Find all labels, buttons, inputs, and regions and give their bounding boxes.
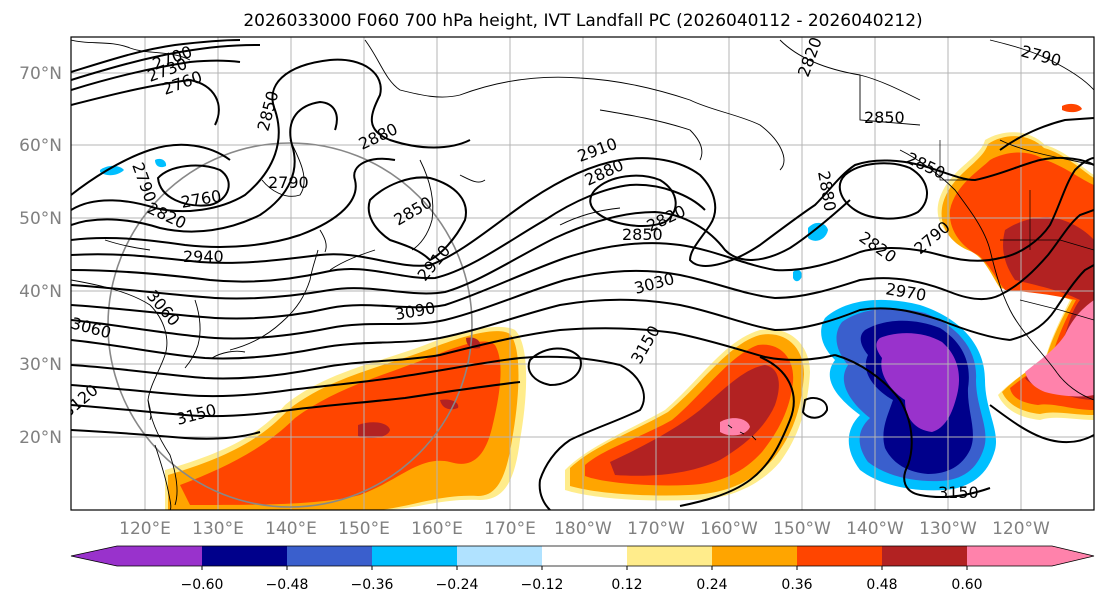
- colorbar-extend-left: [71, 546, 117, 566]
- lon-label: 130°W: [919, 519, 977, 539]
- colorbar-segment: [372, 546, 457, 566]
- lat-label: 70°N: [19, 64, 62, 84]
- colorbar-tick-label: 0.12: [611, 577, 642, 593]
- colorbar-segment: [712, 546, 797, 566]
- ivt-neg-small-b: [793, 269, 802, 282]
- colorbar-tick-label: −0.60: [181, 577, 224, 593]
- colorbar-segment: [967, 546, 1052, 566]
- colorbar-segment: [882, 546, 967, 566]
- ivt-plume-west-darkred-b: [440, 399, 459, 410]
- colorbar-segment: [542, 546, 627, 566]
- map-title: 2026033000 F060 700 hPa height, IVT Land…: [243, 11, 922, 31]
- height-contours: [71, 39, 1094, 510]
- colorbar-tick-label: −0.36: [351, 577, 394, 593]
- ivt-neg-purple: [876, 333, 960, 432]
- lon-label: 140°E: [265, 519, 317, 539]
- contour-label: 2850: [864, 108, 905, 127]
- colorbar-tick-label: 0.60: [951, 577, 982, 593]
- colorbar: −0.60 −0.48 −0.36 −0.24 −0.12 0.12 0.24 …: [70, 545, 1095, 593]
- lon-label: 150°W: [773, 519, 831, 539]
- colorbar-segment: [797, 546, 882, 566]
- lat-label: 60°N: [19, 136, 62, 156]
- longitude-labels: 120°E 130°E 140°E 150°E 160°E 170°E 180°…: [119, 519, 1050, 539]
- ivt-central-darkred: [610, 365, 779, 476]
- ivt-na-red-small: [1062, 103, 1082, 113]
- ivt-neg-small-d: [155, 158, 167, 168]
- colorbar-tick-label: −0.48: [266, 577, 309, 593]
- contour-label: 2790: [268, 173, 309, 192]
- colorbar-tick-label: 0.36: [781, 577, 812, 593]
- colorbar-segment: [287, 546, 372, 566]
- colorbar-segment: [457, 546, 542, 566]
- lon-label: 160°E: [411, 519, 463, 539]
- latitude-labels: 70°N 60°N 50°N 40°N 30°N 20°N: [19, 64, 62, 448]
- colorbar-outline: [70, 545, 1095, 567]
- colorbar-tick-label: 0.24: [696, 577, 727, 593]
- lon-label: 140°W: [846, 519, 904, 539]
- colorbar-segment: [202, 546, 287, 566]
- lon-label: 170°E: [484, 519, 536, 539]
- lon-label: 130°E: [192, 519, 244, 539]
- colorbar-tick-label: −0.12: [521, 577, 564, 593]
- contour-label: 3150: [938, 483, 979, 502]
- lat-label: 20°N: [19, 428, 62, 448]
- ivt-na-pink: [1025, 300, 1094, 397]
- contour-label: 2850: [622, 225, 663, 244]
- colorbar-segment: [627, 546, 712, 566]
- lat-label: 40°N: [19, 282, 62, 302]
- lon-label: 160°W: [700, 519, 758, 539]
- colorbar-extend-right: [1052, 546, 1094, 566]
- ivt-central-pink: [720, 418, 750, 436]
- lon-label: 120°E: [119, 519, 171, 539]
- lon-label: 170°W: [627, 519, 685, 539]
- colorbar-tick-label: −0.24: [436, 577, 479, 593]
- ivt-neg-small-a: [808, 222, 828, 241]
- colorbar-tick-label: 0.48: [866, 577, 897, 593]
- contour-label: 2940: [183, 247, 224, 266]
- lon-label: 150°E: [338, 519, 390, 539]
- lat-label: 50°N: [19, 209, 62, 229]
- lon-label: 180°W: [554, 519, 612, 539]
- ivt-plume-west-red: [180, 341, 501, 505]
- ivt-fill-layer: [100, 103, 1094, 510]
- colorbar-segment: [117, 546, 202, 566]
- map-frame: [70, 36, 1095, 511]
- lon-label: 120°W: [992, 519, 1050, 539]
- ivt-plume-west-darkred-a: [358, 422, 390, 438]
- lat-label: 30°N: [19, 355, 62, 375]
- ivt-neg-small-c: [100, 165, 124, 176]
- map-area: 2700 2730 2760 2790 2850 2880 2760 2820 …: [71, 37, 1094, 510]
